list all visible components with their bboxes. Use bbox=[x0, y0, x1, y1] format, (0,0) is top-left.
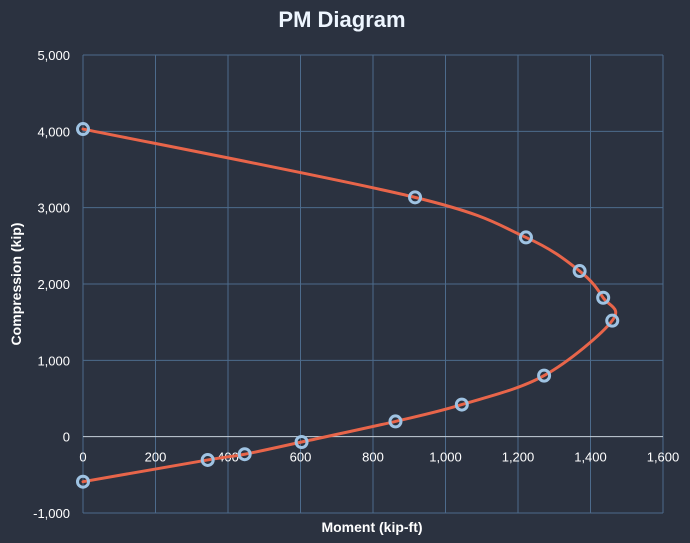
data-point-marker bbox=[388, 414, 403, 429]
x-tick-label: 1,200 bbox=[502, 450, 535, 465]
y-tick-label: 5,000 bbox=[37, 48, 70, 63]
x-tick-label: 1,400 bbox=[574, 450, 607, 465]
data-point-marker bbox=[408, 190, 423, 205]
data-point-marker bbox=[605, 313, 620, 328]
x-tick-label: 1,000 bbox=[429, 450, 462, 465]
x-axis-title: Moment (kip-ft) bbox=[321, 519, 422, 535]
y-tick-label: -1,000 bbox=[33, 506, 70, 521]
y-tick-label: 1,000 bbox=[37, 353, 70, 368]
x-tick-label: 800 bbox=[362, 450, 384, 465]
data-point-marker bbox=[518, 230, 533, 245]
x-tick-label: 200 bbox=[145, 450, 167, 465]
grid-layer bbox=[82, 54, 664, 514]
y-tick-label: 4,000 bbox=[37, 124, 70, 139]
data-point-marker bbox=[200, 452, 215, 467]
chart-title: PM Diagram bbox=[278, 7, 405, 32]
pm-curve-line bbox=[81, 127, 618, 484]
data-point-marker bbox=[237, 447, 252, 462]
curve-layer bbox=[81, 127, 618, 484]
x-tick-label: 1,600 bbox=[647, 450, 680, 465]
data-point-marker bbox=[294, 435, 309, 450]
point-layer bbox=[76, 122, 620, 489]
data-point-marker bbox=[454, 397, 469, 412]
data-point-marker bbox=[76, 474, 90, 489]
x-tick-label: 600 bbox=[290, 450, 312, 465]
y-tick-label: 3,000 bbox=[37, 201, 70, 216]
y-tick-label: 0 bbox=[63, 430, 70, 445]
data-point-marker bbox=[572, 264, 587, 279]
data-point-marker bbox=[76, 122, 90, 137]
x-tick-label: 0 bbox=[79, 450, 86, 465]
y-tick-label: 2,000 bbox=[37, 277, 70, 292]
data-point-marker bbox=[596, 290, 611, 305]
data-point-marker bbox=[537, 368, 552, 383]
tick-layer: 0 200 400 600 800 1,000 1,200 1,400 1,600-1,0000… bbox=[33, 48, 679, 521]
y-axis-title: Compression (kip) bbox=[8, 223, 24, 346]
